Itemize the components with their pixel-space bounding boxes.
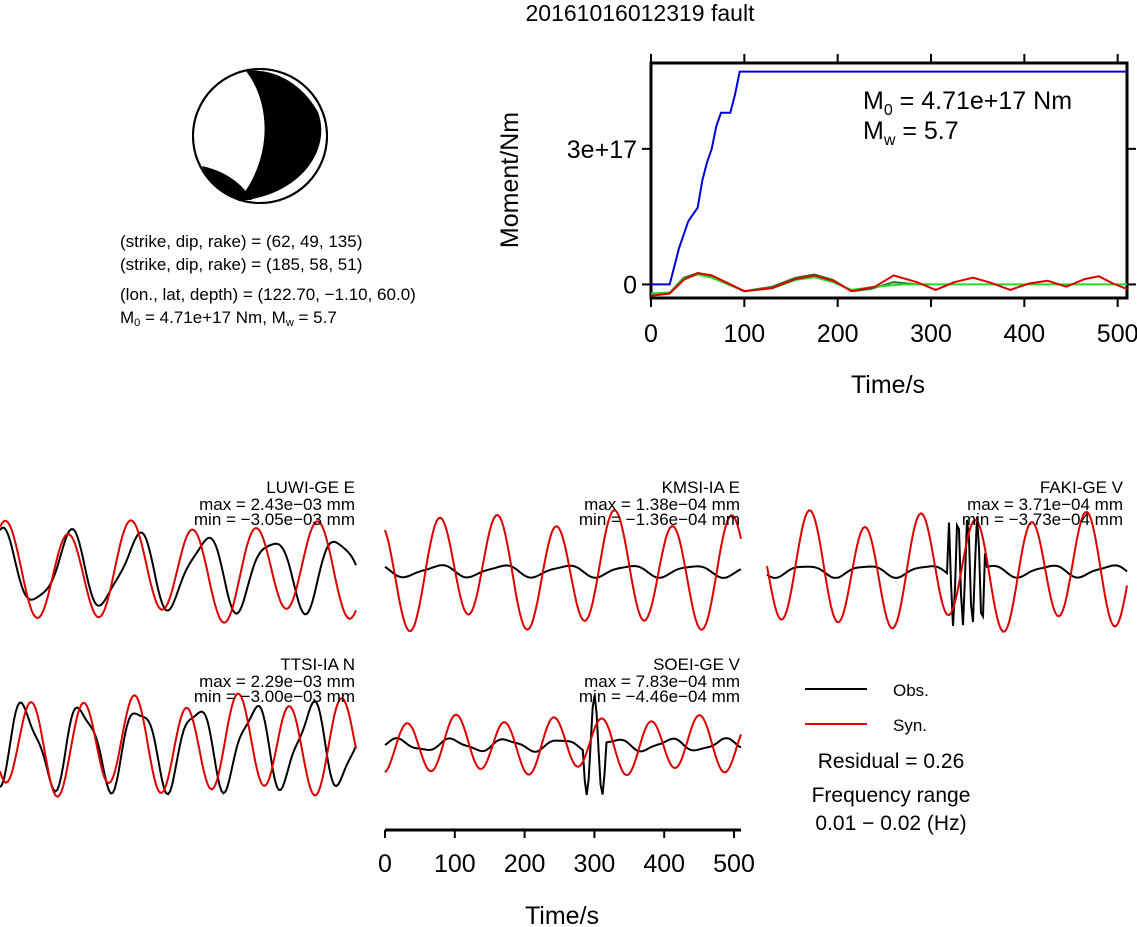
waveform-x-tick-label: 300 [574,850,616,878]
frequency-range-value: 0.01 − 0.02 (Hz) [815,812,966,835]
observed-trace [0,699,357,796]
moment-summary: M0 = 4.71e+17 Nm, Mw = 5.7 [120,308,337,329]
moment-x-tick-label: 300 [910,320,952,348]
station-max: max = 1.38e−04 mm [584,495,740,514]
moment-lines [650,70,1128,297]
moment-x-tick-label: 200 [817,320,859,348]
moment-mw-text: Mw = 5.7 [863,117,959,149]
figure-title: 20161016012319 fault [526,0,756,26]
waveform-x-tick-label: 400 [643,850,685,878]
moment-x-tick-label: 100 [723,320,765,348]
station-name: FAKI-GE V [1040,478,1124,497]
moment-annotation: M0 = 4.71e+17 Nm Mw = 5.7 [863,86,1073,149]
station-max: max = 2.29e−03 mm [199,672,355,691]
station-name: LUWI-GE E [266,478,355,497]
moment-axes: 0 100 200 300 400 500 0 3e+17 [567,54,1137,348]
legend-syn-label: Syn. [893,716,927,735]
legend: Obs. Syn. Residual = 0.26 Frequency rang… [805,681,970,835]
waveform-x-tick-label: 500 [713,850,755,878]
mechanism-info: (strike, dip, rake) = (62, 49, 135) (str… [120,230,416,329]
synthetic-trace [384,508,742,633]
observed-trace [384,695,742,796]
moment-plot-frame [649,61,1129,300]
observed-trace [384,564,742,579]
observed-trace [0,526,357,616]
waveform-x-axis-label: Time/s [525,902,599,927]
station-max: max = 7.83e−04 mm [584,672,740,691]
moment-m0-text: M0 = 4.71e+17 Nm [863,87,1073,119]
hypocenter: (lon., lat, depth) = (122.70, −1.10, 60.… [120,285,416,304]
station-min: min = −3.00e−03 mm [194,687,355,706]
moment-y-axis-label: Moment/Nm [496,112,524,248]
synthetic-trace [0,519,357,624]
waveform-x-tick-label: 200 [504,850,546,878]
synthetic-trace [384,713,742,777]
station-max: max = 2.43e−03 mm [199,495,355,514]
station-min: min = −4.46e−04 mm [579,687,740,706]
moment-x-axis-label: Time/s [851,371,925,399]
moment-x-tick-label: 400 [1003,320,1045,348]
station-min: min = −3.73e−04 mm [962,510,1123,529]
station-min: min = −1.36e−04 mm [579,510,740,529]
station-max: max = 3.71e−04 mm [967,495,1123,514]
waveform-x-tick-label: 0 [378,850,392,878]
moment-y-tick-label: 3e+17 [567,136,637,164]
frequency-range-title: Frequency range [812,784,971,807]
synthetic-trace [0,692,357,798]
nodal-plane-1: (strike, dip, rake) = (62, 49, 135) [120,232,363,251]
moment-x-tick-label: 0 [644,320,658,348]
observed-trace [766,516,1128,626]
waveform-time-axis: 0 100 200 300 400 500 [378,828,755,878]
moment-series-rate-syn [650,272,1128,297]
moment-y-tick-label: 0 [623,271,637,299]
residual-text: Residual = 0.26 [818,750,965,773]
station-min: min = −3.05e−03 mm [194,510,355,529]
moment-plot: 0 100 200 300 400 500 0 3e+17 [567,54,1137,348]
station-name: SOEI-GE V [653,655,741,674]
moment-series-cumulative [651,70,1127,286]
moment-x-tick-label: 500 [1097,320,1137,348]
beachball-icon [192,68,328,204]
station-name: KMSI-IA E [662,478,740,497]
nodal-plane-2: (strike, dip, rake) = (185, 58, 51) [120,255,363,274]
legend-obs-label: Obs. [893,681,929,700]
waveform-x-tick-label: 100 [434,850,476,878]
station-name: TTSI-IA N [280,655,355,674]
synthetic-trace [766,509,1128,633]
